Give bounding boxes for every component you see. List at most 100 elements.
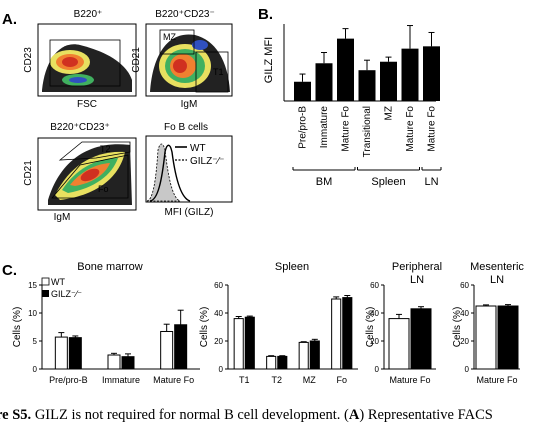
legend-ko-label: GILZ⁻⁄⁻: [190, 156, 224, 167]
plot2-density: [150, 34, 230, 92]
c-category-label: Mature Fo: [153, 375, 194, 385]
caption-text: GILZ is not required for normal B cell d…: [31, 407, 349, 423]
c-y-tick-label: 0: [33, 365, 38, 374]
c-chart-title: LN: [490, 274, 504, 286]
flow-plot-b220: B220⁺ CD23 FSC: [23, 9, 137, 110]
plot1-density: [42, 44, 132, 92]
b-bar: [401, 48, 419, 101]
c-category-label: Pre/pro-B: [49, 375, 88, 385]
b-bar: [294, 81, 311, 101]
b-category-label: MZ: [384, 106, 395, 120]
b-group-label: Spleen: [371, 176, 405, 188]
c-chart-title: Peripheral: [392, 261, 442, 273]
chart-gilz-mfi: Pre/pro-B Immature Mature Fo Transitional MZ…: [283, 24, 442, 188]
legend-c-wt-label: WT: [51, 277, 65, 287]
c-bar: [54, 336, 68, 370]
plot2-title: B220⁺CD23⁻: [155, 9, 214, 20]
c-y-tick-label: 60: [460, 281, 469, 290]
c-category-label: Fo: [336, 375, 347, 385]
c-bar: [233, 318, 244, 370]
panel-b-letter: B.: [258, 6, 273, 23]
c-bar: [475, 305, 497, 370]
c-bar: [277, 355, 288, 370]
plot1-ylabel: CD23: [23, 47, 34, 73]
c-chart-title: Spleen: [275, 261, 309, 273]
plot1-gate: [49, 39, 121, 87]
b-bar: [315, 63, 333, 101]
c-y-tick-label: 40: [370, 309, 379, 318]
c-y-axis-label: Cells (%): [452, 307, 463, 348]
c-y-axis-label: Cells (%): [199, 307, 210, 348]
plot3-gate-fo: [51, 154, 129, 199]
c-y-tick-label: 60: [214, 281, 223, 290]
c-bar: [342, 297, 353, 370]
b-category-label: Mature Fo: [427, 106, 438, 152]
c-y-tick-label: 40: [214, 309, 223, 318]
plot3-gate-t2: [58, 141, 131, 161]
caption-fig-label: re S5.: [0, 407, 32, 423]
c-bar: [174, 324, 188, 370]
c-bar: [410, 308, 432, 370]
flow-plot-b220-cd23neg: B220⁺CD23⁻ MZ T1 CD21 IgM: [131, 9, 233, 110]
c-y-tick-label: 20: [214, 337, 223, 346]
c-bar: [107, 354, 121, 370]
b-bar: [423, 46, 440, 101]
c-y-tick-label: 20: [370, 337, 379, 346]
legend-c-wt-swatch: [41, 277, 50, 286]
plot2-gate-t1: [195, 51, 229, 93]
c-bar: [388, 318, 410, 370]
plot1-xlabel: FSC: [77, 99, 97, 110]
c-y-tick-label: 0: [465, 365, 470, 374]
plot2-ylabel: CD21: [131, 47, 142, 73]
histogram-wt: [149, 144, 191, 202]
legend-c-ko-label: GILZ⁻⁄⁻: [51, 289, 82, 299]
c-y-tick-label: 15: [28, 281, 37, 290]
c-bar: [497, 305, 519, 370]
c-chart-title: LN: [410, 274, 424, 286]
caption-tail: ) Representative FACS: [359, 407, 493, 423]
b-category-label: Mature Fo: [341, 106, 352, 152]
c-bar: [266, 355, 277, 370]
panel-c-letter: C.: [2, 262, 17, 279]
panel-b-ylabel: GILZ MFI: [263, 37, 275, 83]
c-y-axis-label: Cells (%): [365, 307, 376, 348]
caption-a-letter: A: [348, 407, 360, 423]
histogram-gilz-ko: [146, 143, 181, 202]
plot3-density: [48, 144, 132, 205]
b-category-label: Pre/pro-B: [298, 106, 309, 149]
c-bar: [68, 337, 82, 370]
c-bar: [331, 298, 342, 370]
c-category-label: T2: [271, 375, 282, 385]
plot2-gate-mz: [159, 29, 195, 55]
plot1-title: B220⁺: [74, 9, 103, 20]
b-category-label: Immature: [319, 106, 330, 149]
c-y-tick-label: 0: [375, 365, 380, 374]
c-category-label: T1: [239, 375, 250, 385]
c-bar: [309, 340, 320, 370]
plot2-gate-t1-label: T1: [213, 67, 224, 77]
c-bar: [160, 330, 174, 370]
b-bar: [380, 61, 397, 101]
c-y-tick-label: 20: [460, 337, 469, 346]
plot2-xlabel: IgM: [181, 99, 198, 110]
plot3-xlabel: IgM: [54, 212, 71, 223]
c-chart-title: Bone marrow: [77, 261, 142, 273]
plot3-title: B220⁺CD23⁺: [50, 122, 109, 133]
legend-c-ko-swatch: [42, 290, 49, 297]
histogram-fo-b-cells: Fo B cells WT GILZ⁻⁄⁻ MFI (GILZ): [145, 122, 233, 218]
c-y-tick-label: 60: [370, 281, 379, 290]
charts-cell-percent: Bone marrow 0 5 10 15 Cells (%) Pre/pro-B Immat…: [12, 261, 524, 385]
b-category-label: Mature Fo: [405, 106, 416, 152]
plot2-gate-mz-label: MZ: [163, 32, 176, 42]
figure-caption: re S5. GILZ is not required for normal B…: [0, 406, 547, 424]
b-bar: [337, 38, 354, 101]
c-bar: [244, 316, 255, 370]
b-category-label: Transitional: [362, 106, 373, 157]
c-category-label: Mature Fo: [476, 375, 517, 385]
plot3-ylabel: CD21: [23, 160, 34, 186]
b-bar: [358, 70, 376, 101]
c-bar: [121, 356, 135, 370]
c-chart-title: Mesenteric: [470, 261, 524, 273]
c-category-label: Mature Fo: [389, 375, 430, 385]
